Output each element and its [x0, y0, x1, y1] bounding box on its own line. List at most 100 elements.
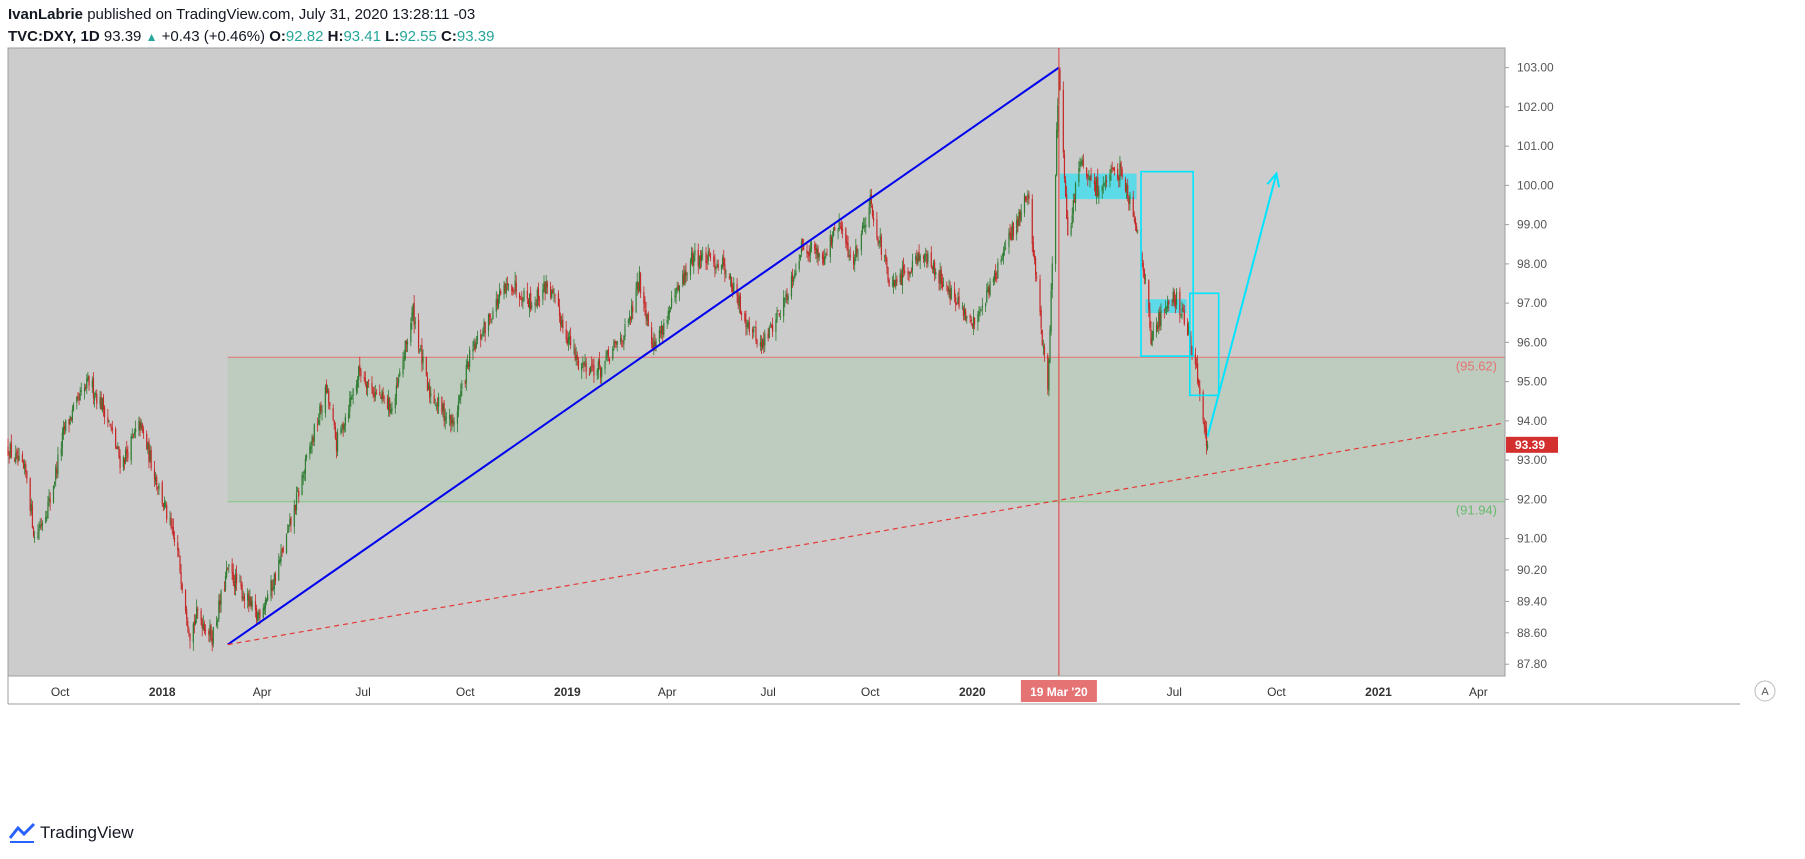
- candle: [1158, 309, 1160, 334]
- candle: [907, 267, 909, 281]
- candle-body: [491, 320, 493, 322]
- candle-body: [460, 390, 462, 398]
- candle-body: [429, 386, 431, 398]
- candle-body: [110, 427, 112, 428]
- candle: [699, 249, 702, 270]
- candle: [219, 593, 221, 613]
- candle: [979, 306, 981, 317]
- candle: [189, 632, 191, 649]
- y-tick-label: 90.20: [1517, 563, 1547, 577]
- candle: [417, 313, 420, 354]
- candle-body: [690, 252, 693, 262]
- candle: [526, 282, 528, 304]
- candle-body: [69, 416, 71, 425]
- candle-body: [374, 391, 376, 398]
- auto-scale-button[interactable]: [1754, 680, 1776, 702]
- x-tick-label: 2019: [554, 685, 581, 699]
- candle: [111, 420, 113, 435]
- candle: [728, 273, 730, 280]
- candle-body: [426, 377, 429, 391]
- candle-body: [482, 329, 484, 336]
- candle-body: [1033, 255, 1036, 260]
- candle: [420, 344, 422, 352]
- candle-body: [1040, 309, 1042, 329]
- candle: [1142, 260, 1144, 278]
- candle: [366, 381, 369, 397]
- candle-body: [336, 432, 339, 452]
- candle: [1051, 256, 1053, 299]
- candle-body: [1168, 300, 1170, 305]
- candle-body: [736, 283, 738, 296]
- candle: [667, 306, 669, 325]
- candle-body: [729, 274, 732, 279]
- tradingview-brand[interactable]: TradingView: [40, 823, 134, 842]
- candle-body: [621, 338, 623, 340]
- candle: [911, 253, 914, 277]
- candle: [267, 590, 269, 602]
- candle: [379, 384, 381, 396]
- candle: [389, 396, 391, 417]
- candle: [543, 275, 545, 293]
- candle-body: [86, 378, 88, 389]
- candle-body: [589, 366, 592, 373]
- y-tick-label: 97.00: [1517, 296, 1547, 310]
- candle-body: [512, 290, 514, 292]
- candle-body: [613, 341, 615, 347]
- candle-body: [445, 417, 447, 419]
- symbol-label[interactable]: TVC:DXY, 1D: [8, 28, 100, 45]
- candle-body: [461, 383, 463, 389]
- candle: [922, 254, 925, 264]
- candle-body: [373, 394, 375, 397]
- y-tick-label: 102.00: [1517, 100, 1554, 114]
- candle-body: [368, 379, 370, 382]
- candle: [777, 309, 779, 312]
- candle-body: [390, 409, 392, 414]
- candle-body: [614, 342, 616, 344]
- candle-body: [1011, 223, 1013, 240]
- candle: [1129, 192, 1131, 211]
- candle: [1187, 318, 1189, 337]
- candle: [1017, 216, 1019, 233]
- candle-body: [1164, 308, 1167, 310]
- candle: [837, 227, 839, 240]
- candle-body: [313, 424, 315, 442]
- candle: [927, 250, 929, 268]
- candle-body: [187, 620, 189, 628]
- candle: [212, 626, 214, 648]
- candle: [270, 575, 272, 602]
- candle: [1117, 163, 1119, 181]
- candle: [444, 408, 446, 430]
- candle-body: [790, 276, 793, 297]
- candle: [755, 320, 757, 345]
- author-name[interactable]: IvanLabrie: [8, 6, 84, 23]
- candle-body: [1135, 225, 1138, 232]
- candle: [132, 433, 134, 439]
- candle-body: [1179, 291, 1181, 315]
- candle-body: [236, 573, 238, 584]
- candle-body: [441, 397, 443, 413]
- candle-body: [977, 313, 979, 323]
- y-tick-label: 91.00: [1517, 532, 1547, 546]
- candle: [78, 392, 80, 406]
- candle-body: [1203, 421, 1205, 427]
- candle-body: [381, 391, 383, 400]
- candle-body: [26, 471, 28, 479]
- candle: [95, 390, 97, 398]
- candle-body: [581, 363, 583, 371]
- y-tick-label: 87.80: [1517, 657, 1547, 671]
- candle: [318, 413, 320, 425]
- candle: [1113, 166, 1115, 176]
- candle-body: [16, 451, 18, 454]
- candle-body: [452, 419, 454, 423]
- candle-body: [706, 260, 708, 264]
- candle: [752, 326, 754, 340]
- candle: [644, 296, 646, 317]
- candle: [313, 423, 315, 447]
- candle-body: [723, 256, 725, 266]
- candle-body: [1103, 183, 1105, 185]
- candle-body: [1148, 280, 1150, 310]
- candle: [480, 329, 482, 348]
- candle-body: [71, 409, 73, 421]
- candle-body: [504, 283, 506, 293]
